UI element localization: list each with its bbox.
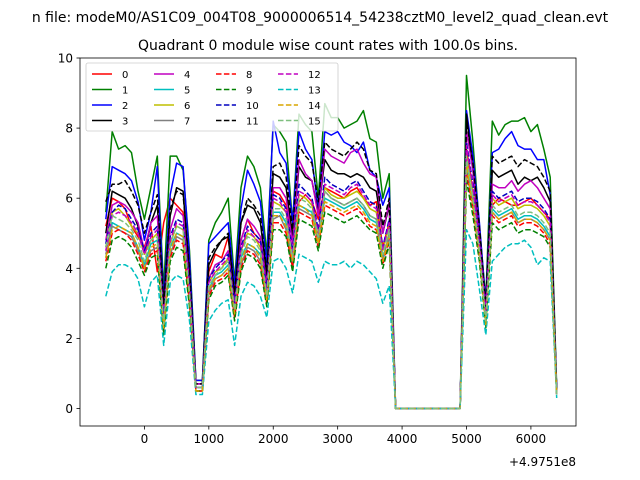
series-group [105,74,558,410]
legend-label-15: 15 [308,117,321,128]
legend-label-7: 7 [184,117,190,128]
legend-label-13: 13 [308,86,321,97]
legend-label-0: 0 [122,70,128,81]
y-tick-label: 8 [65,122,73,136]
chart-title: Quadrant 0 module wise count rates with … [138,38,518,54]
legend-label-5: 5 [184,86,190,97]
x-tick-label: 2000 [258,432,289,446]
y-tick-label: 2 [65,332,73,346]
x-tick-label: 1000 [194,432,225,446]
legend-label-11: 11 [246,117,259,128]
y-axis: 0 2 4 6 8 10 [58,52,80,416]
figure-suptitle: n file: modeM0/AS1C09_004T08_9000006514_… [32,10,609,26]
legend-label-14: 14 [308,101,321,112]
x-offset-label: +4.9751e8 [509,455,576,469]
axes-frame [79,57,577,427]
legend-label-9: 9 [246,86,252,97]
series-line-12 [105,144,558,410]
series-line-14 [105,165,558,410]
x-tick-label: 0 [141,432,149,446]
legend-label-8: 8 [246,70,252,81]
legend-label-1: 1 [122,86,128,97]
series-line-15 [105,155,558,410]
legend-label-2: 2 [122,101,128,112]
x-axis: 0 1000 2000 3000 4000 5000 6000 [141,426,547,446]
x-tick-label: 3000 [322,432,353,446]
legend-frame [85,62,339,132]
series-line-11 [105,120,558,410]
series-line-9 [105,179,558,410]
legend-label-12: 12 [308,70,321,81]
y-tick-label: 10 [58,52,73,66]
y-tick-label: 4 [65,262,73,276]
legend-label-3: 3 [122,117,128,128]
series-line-13 [105,228,558,410]
legend-label-4: 4 [184,70,190,81]
x-tick-label: 6000 [516,432,547,446]
legend-label-6: 6 [184,101,190,112]
legend-label-10: 10 [246,101,259,112]
y-tick-label: 0 [65,402,73,416]
x-tick-label: 5000 [451,432,482,446]
y-tick-label: 6 [65,192,73,206]
x-tick-label: 4000 [387,432,418,446]
